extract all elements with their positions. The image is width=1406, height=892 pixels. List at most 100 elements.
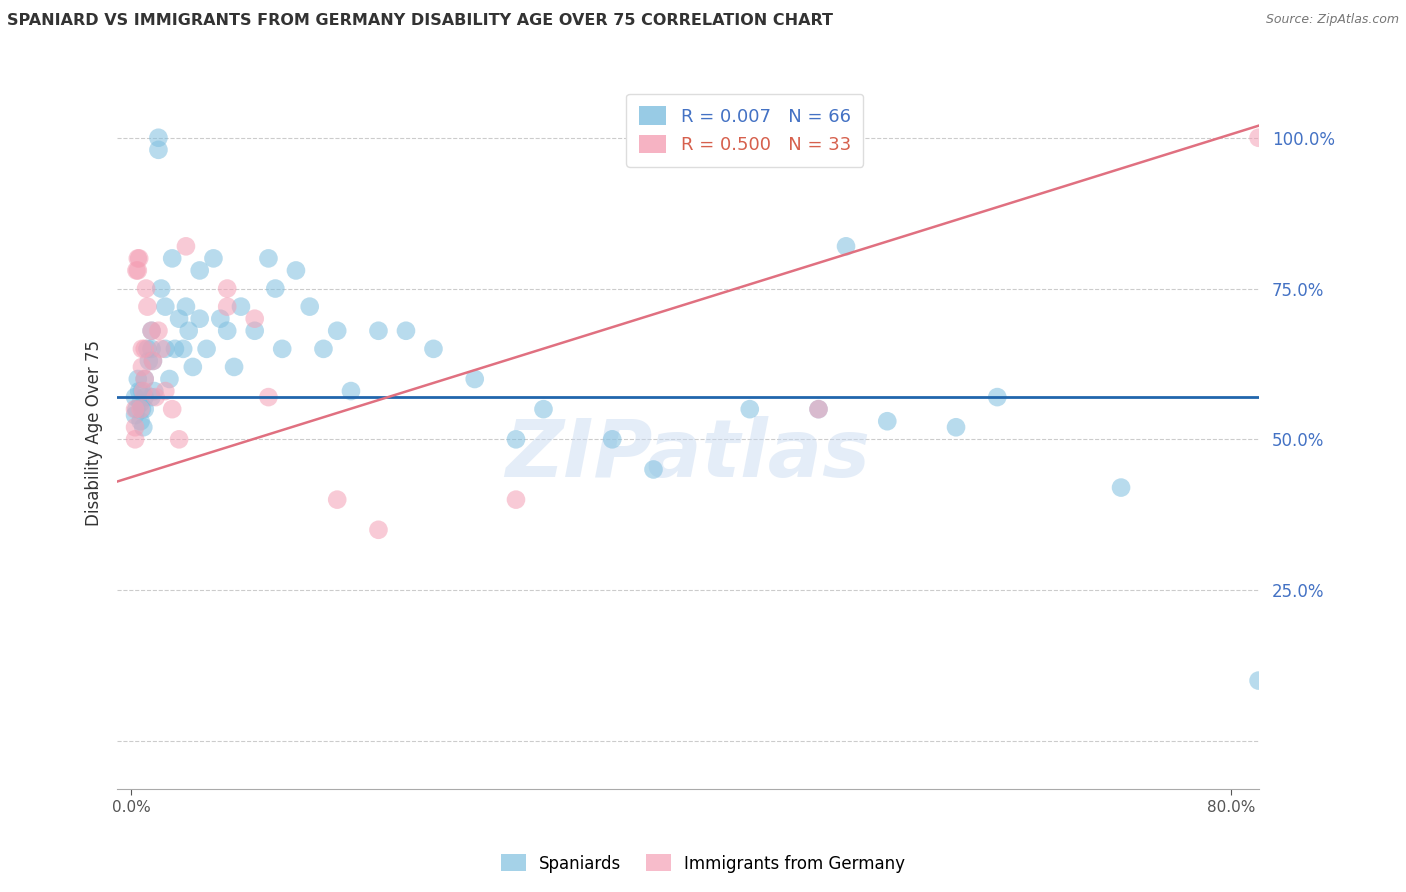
Point — [142, 354, 165, 368]
Point — [136, 342, 159, 356]
Point — [132, 384, 155, 398]
Point — [209, 311, 232, 326]
Point — [643, 462, 665, 476]
Point — [271, 342, 294, 356]
Point — [202, 252, 225, 266]
Point — [1247, 130, 1270, 145]
Point — [134, 372, 156, 386]
Legend: R = 0.007   N = 66, R = 0.500   N = 33: R = 0.007 N = 66, R = 0.500 N = 33 — [627, 94, 863, 167]
Point — [217, 324, 239, 338]
Point — [464, 372, 486, 386]
Point — [326, 492, 349, 507]
Point — [195, 342, 218, 356]
Point — [150, 342, 173, 356]
Point — [284, 263, 307, 277]
Text: SPANIARD VS IMMIGRANTS FROM GERMANY DISABILITY AGE OVER 75 CORRELATION CHART: SPANIARD VS IMMIGRANTS FROM GERMANY DISA… — [7, 13, 832, 29]
Point — [298, 300, 321, 314]
Point — [174, 239, 197, 253]
Point — [145, 390, 167, 404]
Point — [136, 300, 159, 314]
Point — [135, 281, 157, 295]
Point — [155, 384, 177, 398]
Point — [876, 414, 898, 428]
Point — [160, 252, 183, 266]
Point — [141, 342, 163, 356]
Point — [533, 402, 555, 417]
Point — [174, 300, 197, 314]
Point — [148, 130, 170, 145]
Point — [141, 324, 163, 338]
Point — [155, 342, 177, 356]
Point — [243, 324, 266, 338]
Point — [134, 342, 156, 356]
Point — [807, 402, 830, 417]
Point — [222, 359, 245, 374]
Point — [167, 433, 190, 447]
Point — [167, 311, 190, 326]
Point — [986, 390, 1008, 404]
Point — [148, 324, 170, 338]
Point — [141, 324, 163, 338]
Point — [128, 384, 150, 398]
Text: Source: ZipAtlas.com: Source: ZipAtlas.com — [1265, 13, 1399, 27]
Point — [124, 402, 146, 417]
Point — [150, 281, 173, 295]
Point — [159, 372, 181, 386]
Point — [131, 402, 153, 417]
Point — [257, 390, 280, 404]
Point — [131, 342, 153, 356]
Point — [243, 311, 266, 326]
Point — [127, 372, 149, 386]
Point — [172, 342, 194, 356]
Text: ZIPatlas: ZIPatlas — [505, 416, 870, 493]
Point — [422, 342, 444, 356]
Point — [181, 359, 204, 374]
Point — [132, 420, 155, 434]
Point — [217, 300, 239, 314]
Point — [142, 354, 165, 368]
Point — [188, 263, 211, 277]
Point — [160, 402, 183, 417]
Point — [124, 390, 146, 404]
Point — [163, 342, 186, 356]
Point — [141, 390, 163, 404]
Point — [945, 420, 967, 434]
Point — [807, 402, 830, 417]
Point — [124, 420, 146, 434]
Point — [124, 408, 146, 422]
Point — [367, 523, 389, 537]
Point — [505, 492, 527, 507]
Point — [600, 433, 623, 447]
Point — [131, 384, 153, 398]
Point — [124, 433, 146, 447]
Point — [177, 324, 200, 338]
Point — [367, 324, 389, 338]
Point — [835, 239, 858, 253]
Point — [155, 300, 177, 314]
Point — [340, 384, 363, 398]
Point — [148, 143, 170, 157]
Point — [229, 300, 252, 314]
Point — [125, 263, 148, 277]
Point — [129, 402, 152, 417]
Point — [505, 433, 527, 447]
Point — [264, 281, 287, 295]
Point — [129, 414, 152, 428]
Point — [134, 372, 156, 386]
Point — [738, 402, 761, 417]
Point — [138, 354, 160, 368]
Point — [257, 252, 280, 266]
Y-axis label: Disability Age Over 75: Disability Age Over 75 — [86, 340, 103, 526]
Point — [1247, 673, 1270, 688]
Point — [217, 281, 239, 295]
Point — [188, 311, 211, 326]
Point — [125, 402, 148, 417]
Point — [129, 396, 152, 410]
Point — [131, 359, 153, 374]
Legend: Spaniards, Immigrants from Germany: Spaniards, Immigrants from Germany — [494, 847, 912, 880]
Point — [127, 252, 149, 266]
Point — [395, 324, 418, 338]
Point — [143, 384, 166, 398]
Point — [128, 252, 150, 266]
Point — [326, 324, 349, 338]
